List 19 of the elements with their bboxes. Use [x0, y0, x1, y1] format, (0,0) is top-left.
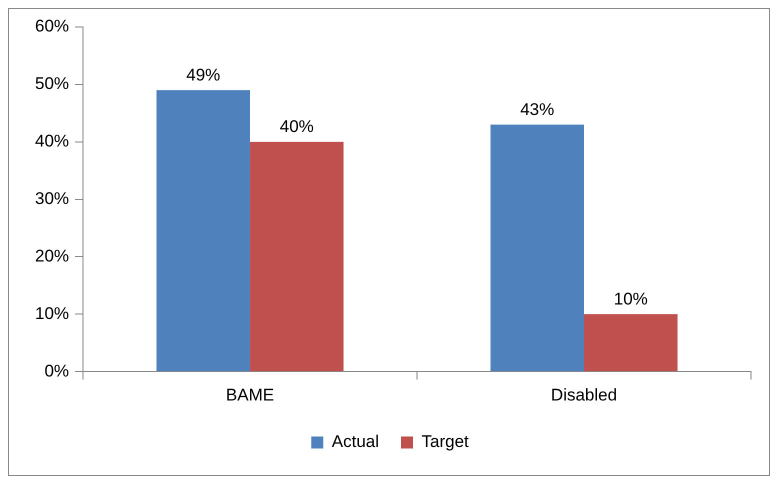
- y-tick-label: 0%: [44, 361, 70, 380]
- bar: [490, 124, 584, 372]
- legend-label: Target: [422, 432, 470, 452]
- y-tick-label: 40%: [34, 132, 70, 151]
- y-tick-label: 10%: [34, 304, 70, 323]
- bar: [584, 314, 678, 372]
- x-tick-label: Disabled: [550, 385, 618, 404]
- y-tick-label: 60%: [34, 16, 70, 36]
- y-tick-label: 20%: [34, 246, 70, 266]
- data-label: 49%: [186, 65, 220, 84]
- bar: [156, 90, 250, 372]
- y-tick-label: 30%: [34, 188, 70, 208]
- data-label: 43%: [520, 100, 554, 119]
- x-tick-label: BAME: [226, 385, 274, 404]
- bar: [250, 142, 344, 372]
- legend-label: Actual: [332, 432, 379, 452]
- data-label: 10%: [614, 289, 648, 308]
- y-tick-label: 50%: [34, 74, 70, 94]
- data-label: 40%: [280, 117, 314, 136]
